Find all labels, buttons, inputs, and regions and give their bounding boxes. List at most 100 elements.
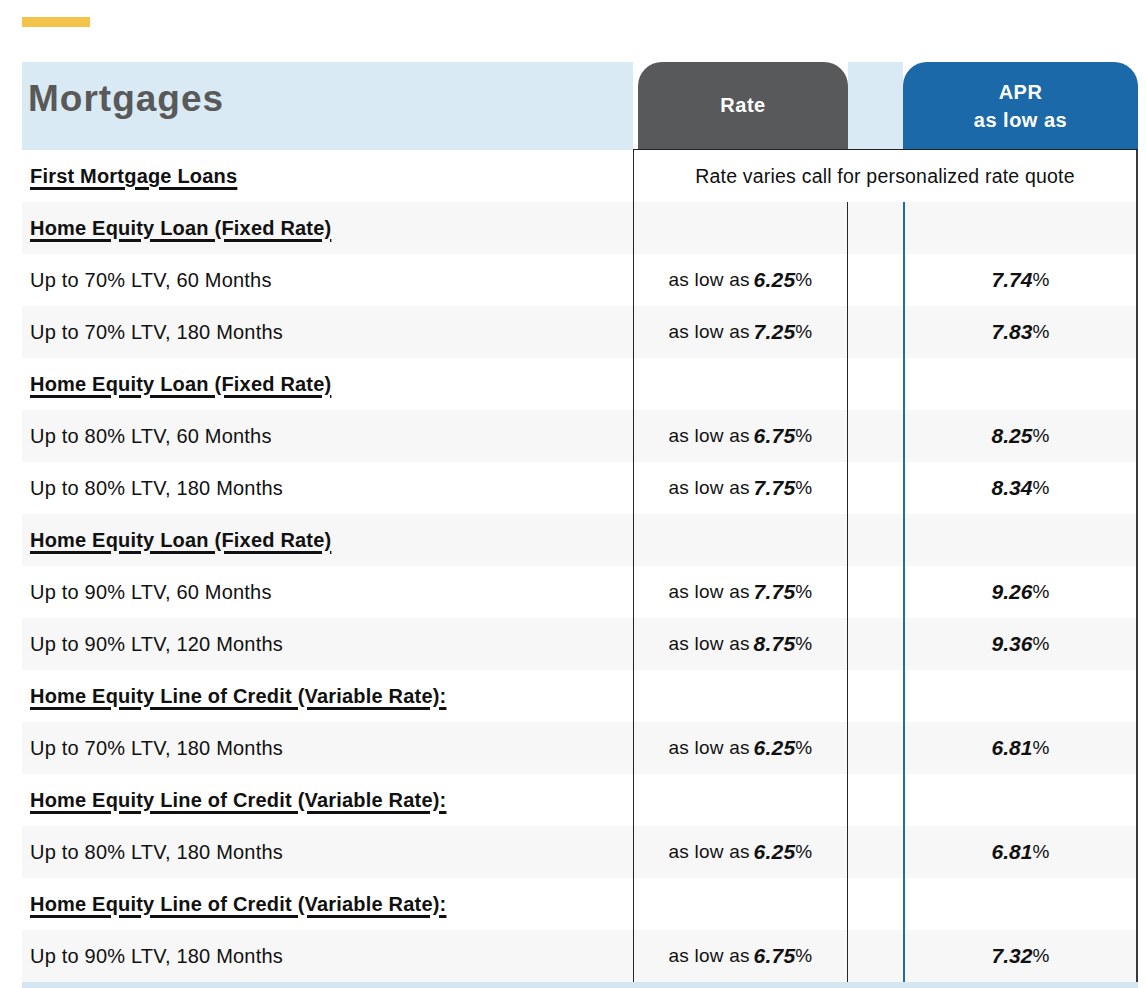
loan-name: Up to 80% LTV, 60 Months xyxy=(22,410,633,462)
apr-value: 7.83 xyxy=(992,320,1033,344)
spacer-cell xyxy=(848,358,903,410)
spacer-cell xyxy=(848,254,903,306)
rate-value: 6.75 xyxy=(750,944,796,968)
next-section-band xyxy=(22,982,1138,988)
apr-cell: 7.74% xyxy=(903,254,1138,306)
apr-cell xyxy=(903,774,1138,826)
gold-accent-bar xyxy=(22,17,90,27)
spacer-cell xyxy=(848,670,903,722)
rate-prefix: as low as xyxy=(669,737,750,759)
spacer-cell xyxy=(848,878,903,930)
loan-name: Home Equity Loan (Fixed Rate) xyxy=(22,514,633,566)
apr-value: 7.74 xyxy=(992,268,1033,292)
apr-value: 6.81 xyxy=(992,736,1033,760)
percent-sign: % xyxy=(795,945,812,967)
loan-name: Up to 70% LTV, 180 Months xyxy=(22,306,633,358)
apr-cell: 8.25% xyxy=(903,410,1138,462)
rate-cell: as low as 7.75% xyxy=(633,566,848,618)
rate-value: 6.25 xyxy=(750,840,796,864)
apr-header-line1: APR xyxy=(999,78,1043,106)
apr-header-tab: APR as low as xyxy=(903,62,1138,149)
rate-row: Up to 90% LTV, 120 Monthsas low as 8.75%… xyxy=(22,618,1138,670)
percent-sign: % xyxy=(1032,269,1049,291)
rate-note: Rate varies call for personalized rate q… xyxy=(633,150,1138,202)
rate-prefix: as low as xyxy=(669,321,750,343)
loan-name: Up to 70% LTV, 180 Months xyxy=(22,722,633,774)
spacer-cell xyxy=(848,566,903,618)
apr-cell xyxy=(903,878,1138,930)
rate-value: 8.75 xyxy=(750,632,796,656)
percent-sign: % xyxy=(795,633,812,655)
percent-sign: % xyxy=(795,737,812,759)
rate-cell: as low as 7.75% xyxy=(633,462,848,514)
mortgage-rates-table: Mortgages Rate APR as low as First Mortg… xyxy=(22,62,1138,988)
spacer-cell xyxy=(848,774,903,826)
percent-sign: % xyxy=(795,321,812,343)
loan-name: Up to 80% LTV, 180 Months xyxy=(22,462,633,514)
apr-value: 6.81 xyxy=(992,840,1033,864)
rates-page: { "accent": { "color": "#F4C44A" }, "hea… xyxy=(0,0,1146,988)
apr-cell xyxy=(903,514,1138,566)
rate-column-header-cell: Rate xyxy=(633,62,848,150)
table-body: First Mortgage LoansRate varies call for… xyxy=(22,150,1138,982)
percent-sign: % xyxy=(795,841,812,863)
rate-prefix: as low as xyxy=(669,945,750,967)
rate-row: Up to 90% LTV, 60 Monthsas low as 7.75%9… xyxy=(22,566,1138,618)
loan-name: Up to 70% LTV, 60 Months xyxy=(22,254,633,306)
apr-cell xyxy=(903,202,1138,254)
loan-name: Up to 90% LTV, 120 Months xyxy=(22,618,633,670)
rate-value: 6.25 xyxy=(750,268,796,292)
rate-cell xyxy=(633,358,848,410)
percent-sign: % xyxy=(795,581,812,603)
rate-row: Up to 90% LTV, 180 Months as low as 6.75%… xyxy=(22,930,1138,982)
rate-cell xyxy=(633,878,848,930)
percent-sign: % xyxy=(1032,477,1049,499)
rate-cell: as low as 6.25% xyxy=(633,722,848,774)
apr-cell: 7.83% xyxy=(903,306,1138,358)
loan-name: Up to 90% LTV, 180 Months xyxy=(22,930,633,982)
apr-value: 9.36 xyxy=(992,632,1033,656)
loan-name: Home Equity Loan (Fixed Rate) xyxy=(22,202,633,254)
apr-cell: 6.81% xyxy=(903,826,1138,878)
rate-cell: as low as 8.75% xyxy=(633,618,848,670)
loan-name: Home Equity Line of Credit (Variable Rat… xyxy=(22,670,633,722)
rate-cell xyxy=(633,514,848,566)
apr-cell: 8.34% xyxy=(903,462,1138,514)
section-row: Home Equity Line of Credit (Variable Rat… xyxy=(22,878,1138,930)
section-row: Home Equity Line of Credit (Variable Rat… xyxy=(22,774,1138,826)
section-row: First Mortgage LoansRate varies call for… xyxy=(22,150,1138,202)
percent-sign: % xyxy=(1032,321,1049,343)
rate-row: Up to 80% LTV, 60 Monthsas low as 6.75%8… xyxy=(22,410,1138,462)
rate-cell xyxy=(633,202,848,254)
spacer-cell xyxy=(848,618,903,670)
percent-sign: % xyxy=(795,425,812,447)
spacer-cell xyxy=(848,410,903,462)
spacer-cell xyxy=(848,202,903,254)
rate-row: Up to 70% LTV, 180 Monthsas low as 6.25%… xyxy=(22,722,1138,774)
percent-sign: % xyxy=(1032,945,1049,967)
rate-prefix: as low as xyxy=(669,425,750,447)
rate-cell: as low as 7.25% xyxy=(633,306,848,358)
section-row: Home Equity Loan (Fixed Rate) xyxy=(22,514,1138,566)
apr-value: 8.25 xyxy=(992,424,1033,448)
percent-sign: % xyxy=(1032,841,1049,863)
apr-cell: 7.32% xyxy=(903,930,1138,982)
apr-value: 7.32 xyxy=(992,944,1033,968)
loan-name: Up to 90% LTV, 60 Months xyxy=(22,566,633,618)
rate-value: 6.25 xyxy=(750,736,796,760)
spacer-cell xyxy=(848,514,903,566)
percent-sign: % xyxy=(1032,425,1049,447)
header-spacer-cell xyxy=(848,62,903,150)
rate-row: Up to 70% LTV, 180 Monthsas low as 7.25%… xyxy=(22,306,1138,358)
spacer-cell xyxy=(848,306,903,358)
spacer-cell xyxy=(848,722,903,774)
spacer-cell xyxy=(848,930,903,982)
percent-sign: % xyxy=(1032,633,1049,655)
spacer-cell xyxy=(848,462,903,514)
rate-row: Up to 80% LTV, 180 Monthsas low as 7.75%… xyxy=(22,462,1138,514)
rate-prefix: as low as xyxy=(669,269,750,291)
rate-cell: as low as 6.25% xyxy=(633,826,848,878)
rate-header-label: Rate xyxy=(720,94,765,117)
rate-cell xyxy=(633,670,848,722)
rate-cell: as low as 6.25% xyxy=(633,254,848,306)
